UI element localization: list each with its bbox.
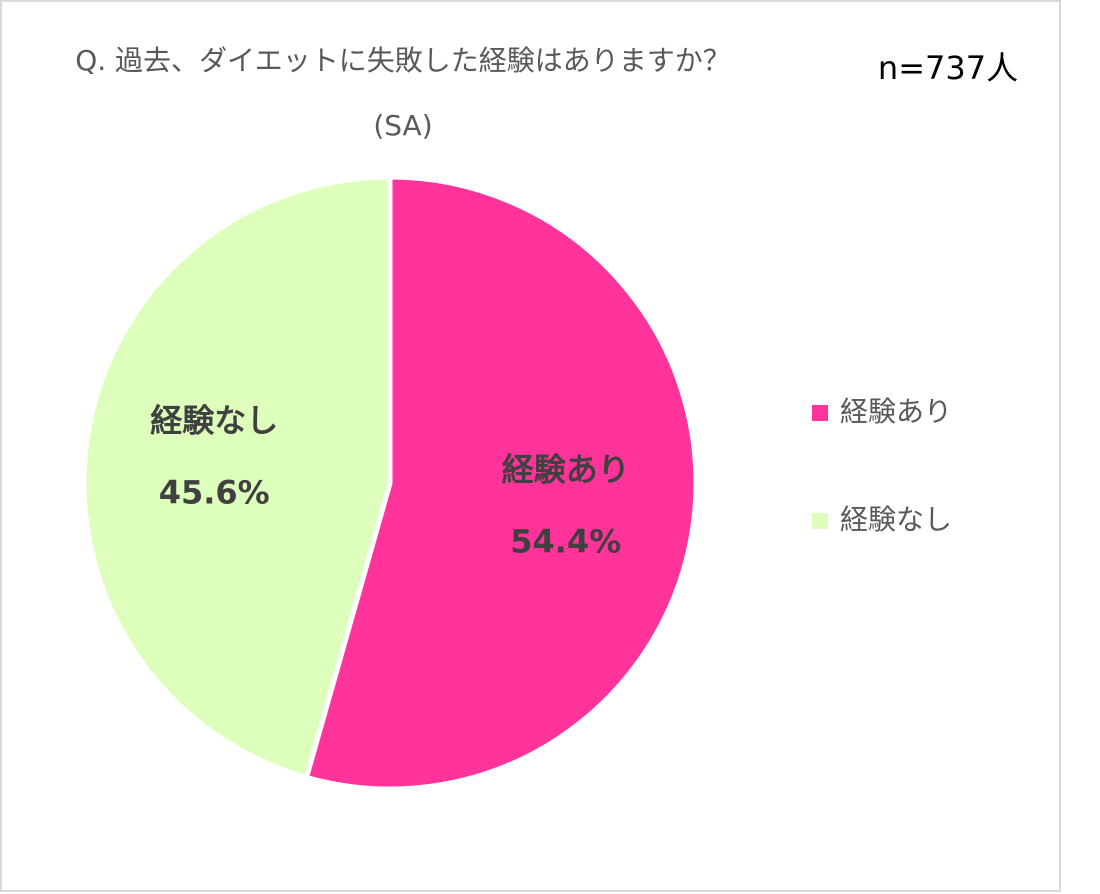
legend-swatch <box>812 405 828 421</box>
legend-label: 経験あり <box>840 395 952 428</box>
legend-label: 経験なし <box>840 503 952 536</box>
sample-size: n=737人 <box>878 49 1018 87</box>
slice-category-label: 経験なし <box>150 402 278 440</box>
pie-slice <box>81 174 393 781</box>
pie-slice <box>303 174 699 792</box>
chart-title: Q. 過去、ダイエットに失敗した経験はありますか？ <box>75 44 731 77</box>
slice-value-label: 45.6% <box>159 474 270 512</box>
chart-subtitle: (SA) <box>373 109 432 142</box>
slice-value-label: 54.4% <box>510 522 621 560</box>
legend-swatch <box>812 513 828 529</box>
slice-category-label: 経験あり <box>502 450 630 488</box>
